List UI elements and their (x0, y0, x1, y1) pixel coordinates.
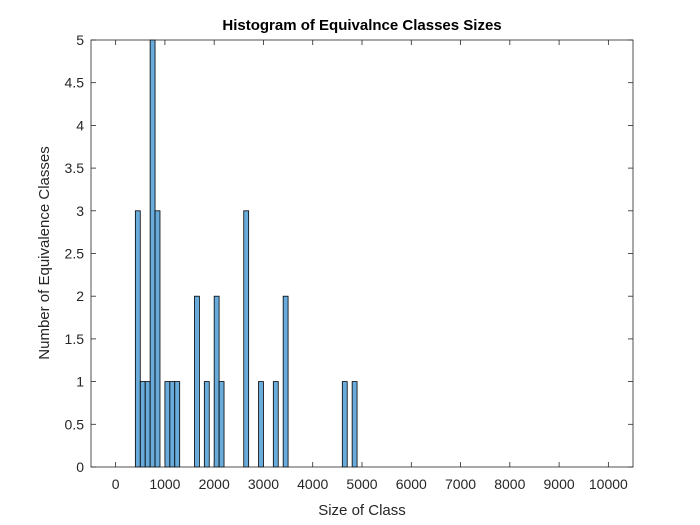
y-axis-label: Number of Equivalence Classes (36, 146, 53, 359)
y-tick-label-9: 4.5 (65, 75, 85, 91)
y-tick-label-10: 5 (76, 32, 84, 48)
y-tick-label-0: 0 (76, 459, 84, 475)
bar-13 (258, 381, 264, 468)
bar-5 (164, 381, 171, 468)
y-axis-ticks: 0 0.5 1 1.5 2 2.5 3 3.5 4 4.5 5 (65, 32, 633, 475)
y-tick-label-2: 1 (76, 374, 84, 390)
x-tick-label-7: 7000 (445, 476, 476, 492)
bar-16 (341, 381, 348, 468)
bar-7 (174, 381, 181, 468)
x-tick-label-6: 6000 (396, 476, 427, 492)
x-axis-ticks: 0 1000 2000 3000 4000 5000 6000 7000 8000 9000 100… (112, 40, 628, 492)
bar-6 (169, 381, 176, 468)
x-tick-label-5: 5000 (346, 476, 377, 492)
y-tick-label-3: 1.5 (65, 331, 85, 347)
x-tick-label-10: 10000 (589, 476, 628, 492)
y-tick-label-4: 2 (76, 288, 84, 304)
y-tick-label-8: 4 (76, 117, 84, 133)
bar-10 (213, 295, 220, 468)
chart-title: Histogram of Equivalnce Classes Sizes (222, 17, 501, 34)
bar-17 (351, 381, 358, 468)
bar-8 (194, 295, 200, 468)
bar-1 (139, 381, 146, 468)
y-tick-label-5: 2.5 (65, 246, 85, 262)
bar-3 (149, 39, 156, 468)
bar-9 (203, 381, 210, 468)
bar-0 (134, 210, 141, 468)
x-tick-label-4: 4000 (297, 476, 328, 492)
bar-14 (272, 381, 279, 468)
y-tick-label-7: 3.5 (65, 160, 85, 176)
bar-4 (154, 210, 161, 468)
bar-2 (144, 381, 151, 468)
x-tick-label-2: 2000 (199, 476, 230, 492)
bar-11 (218, 381, 225, 468)
bars-group (134, 39, 358, 468)
x-tick-label-9: 9000 (544, 476, 575, 492)
x-axis-label: Size of Class (318, 502, 406, 519)
y-tick-label-6: 3 (76, 203, 84, 219)
bar-12 (243, 210, 250, 468)
x-tick-label-1: 1000 (149, 476, 180, 492)
x-tick-label-8: 8000 (494, 476, 525, 492)
bar-15 (282, 295, 289, 468)
x-tick-label-3: 3000 (248, 476, 279, 492)
y-tick-label-1: 0.5 (65, 416, 85, 432)
x-tick-label-0: 0 (112, 476, 120, 492)
